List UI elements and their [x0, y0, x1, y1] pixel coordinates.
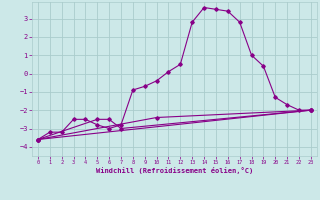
X-axis label: Windchill (Refroidissement éolien,°C): Windchill (Refroidissement éolien,°C)	[96, 167, 253, 174]
